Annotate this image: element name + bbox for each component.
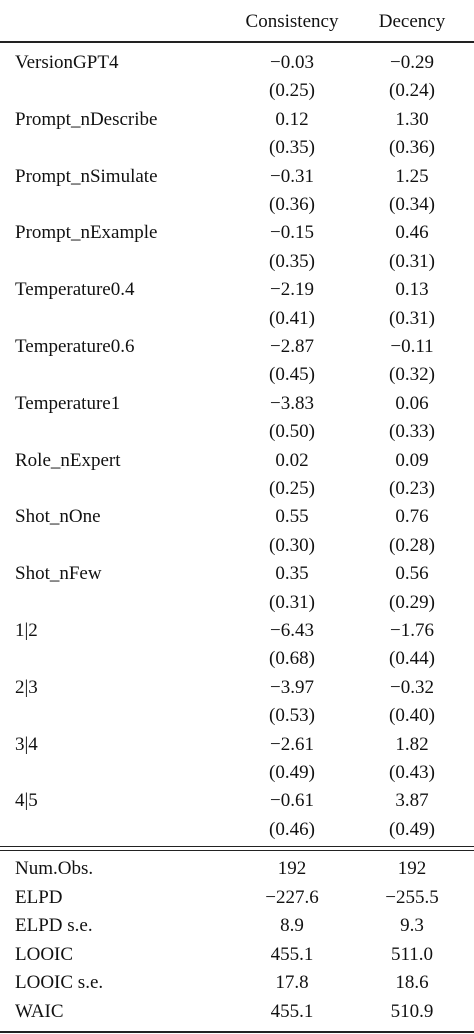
standard-error: (0.43) bbox=[389, 762, 435, 783]
standard-error: (0.28) bbox=[389, 534, 435, 556]
standard-error: (0.25) bbox=[269, 478, 315, 499]
stat-value: 192 bbox=[397, 858, 427, 879]
estimate: 1.82 bbox=[395, 733, 429, 755]
estimate: 0.13 bbox=[395, 279, 429, 301]
standard-error: (0.24) bbox=[389, 80, 435, 102]
standard-error: (0.40) bbox=[389, 705, 435, 727]
estimate: −3.97 bbox=[270, 676, 314, 698]
standard-error: (0.35) bbox=[269, 250, 315, 272]
stat-value: −227.6 bbox=[265, 886, 319, 908]
stat-value: 455.1 bbox=[270, 1001, 314, 1022]
estimate: −2.19 bbox=[270, 279, 314, 301]
standard-error: (0.31) bbox=[389, 307, 435, 329]
estimate: 0.76 bbox=[395, 506, 429, 528]
estimate: 0.12 bbox=[275, 108, 309, 130]
row-label: Role_nExpert bbox=[15, 449, 121, 471]
standard-error: (0.23) bbox=[389, 478, 435, 499]
top-rule bbox=[0, 41, 474, 43]
estimate: 3.87 bbox=[395, 790, 429, 812]
estimate: 0.06 bbox=[395, 392, 429, 414]
stat-label: LOOIC s.e. bbox=[15, 972, 104, 994]
standard-error: (0.49) bbox=[389, 818, 435, 840]
estimate: −0.61 bbox=[270, 790, 314, 812]
stat-label: LOOIC bbox=[15, 943, 74, 965]
row-label: Shot_nFew bbox=[15, 563, 102, 585]
stat-value: 8.9 bbox=[280, 915, 304, 937]
estimate: −2.61 bbox=[270, 733, 314, 755]
standard-error: (0.53) bbox=[269, 705, 315, 727]
row-label: 1|2 bbox=[15, 620, 38, 641]
standard-error: (0.32) bbox=[389, 364, 435, 386]
estimate: 0.55 bbox=[275, 506, 309, 528]
estimate: 1.25 bbox=[395, 165, 429, 187]
estimate: 1.30 bbox=[395, 108, 429, 130]
estimate: 0.56 bbox=[395, 563, 429, 585]
standard-error: (0.34) bbox=[389, 194, 435, 215]
estimate: −3.83 bbox=[270, 392, 314, 414]
estimate: −1.76 bbox=[390, 620, 434, 641]
estimate: −0.03 bbox=[270, 52, 314, 73]
row-label: Temperature0.4 bbox=[15, 279, 135, 301]
standard-error: (0.36) bbox=[389, 137, 435, 159]
standard-error: (0.50) bbox=[269, 421, 315, 443]
estimate: 0.09 bbox=[395, 449, 429, 471]
stat-value: 17.8 bbox=[275, 972, 309, 994]
stat-label: ELPD s.e. bbox=[15, 915, 93, 937]
standard-error: (0.31) bbox=[269, 591, 315, 613]
standard-error: (0.31) bbox=[389, 250, 435, 272]
row-label: Temperature1 bbox=[15, 392, 121, 414]
column-header: Decency bbox=[378, 11, 446, 32]
standard-error: (0.29) bbox=[389, 591, 435, 613]
standard-error: (0.25) bbox=[269, 80, 315, 102]
standard-error: (0.33) bbox=[389, 421, 435, 443]
row-label: Temperature0.6 bbox=[15, 336, 135, 357]
standard-error: (0.46) bbox=[269, 818, 315, 840]
bottom-rule bbox=[0, 1031, 474, 1033]
row-label: 2|3 bbox=[15, 676, 38, 698]
stat-value: 511.0 bbox=[390, 943, 434, 965]
stat-value: −255.5 bbox=[385, 886, 439, 908]
standard-error: (0.30) bbox=[269, 534, 315, 556]
stat-label: WAIC bbox=[15, 1001, 64, 1022]
row-label: Prompt_nDescribe bbox=[15, 108, 158, 130]
stat-value: 510.9 bbox=[390, 1001, 434, 1022]
row-label: VersionGPT4 bbox=[15, 52, 119, 73]
standard-error: (0.35) bbox=[269, 137, 315, 159]
stat-value: 18.6 bbox=[395, 972, 429, 994]
row-label: Prompt_nSimulate bbox=[15, 165, 158, 187]
stat-value: 192 bbox=[277, 858, 307, 879]
standard-error: (0.45) bbox=[269, 364, 315, 386]
column-header: Consistency bbox=[245, 11, 339, 32]
estimate: 0.46 bbox=[395, 222, 429, 244]
estimate: −6.43 bbox=[270, 620, 314, 641]
standard-error: (0.68) bbox=[269, 648, 315, 670]
estimate: −0.32 bbox=[390, 676, 434, 698]
estimate: −0.31 bbox=[270, 165, 314, 187]
mid-rule bbox=[0, 850, 474, 851]
standard-error: (0.44) bbox=[389, 648, 435, 670]
estimate: −0.29 bbox=[390, 52, 434, 73]
row-label: 3|4 bbox=[15, 733, 38, 755]
mid-rule bbox=[0, 846, 474, 847]
standard-error: (0.36) bbox=[269, 194, 315, 215]
standard-error: (0.49) bbox=[269, 762, 315, 783]
estimate: −2.87 bbox=[270, 336, 314, 357]
row-label: Shot_nOne bbox=[15, 506, 101, 528]
stat-value: 455.1 bbox=[270, 943, 314, 965]
standard-error: (0.41) bbox=[269, 307, 315, 329]
stat-label: ELPD bbox=[15, 886, 63, 908]
row-label: Prompt_nExample bbox=[15, 222, 158, 244]
estimate: 0.02 bbox=[275, 449, 309, 471]
stat-value: 9.3 bbox=[400, 915, 424, 937]
estimate: −0.11 bbox=[390, 336, 434, 357]
stat-label: Num.Obs. bbox=[15, 858, 94, 879]
estimate: −0.15 bbox=[270, 222, 314, 244]
estimate: 0.35 bbox=[275, 563, 309, 585]
row-label: 4|5 bbox=[15, 790, 38, 812]
